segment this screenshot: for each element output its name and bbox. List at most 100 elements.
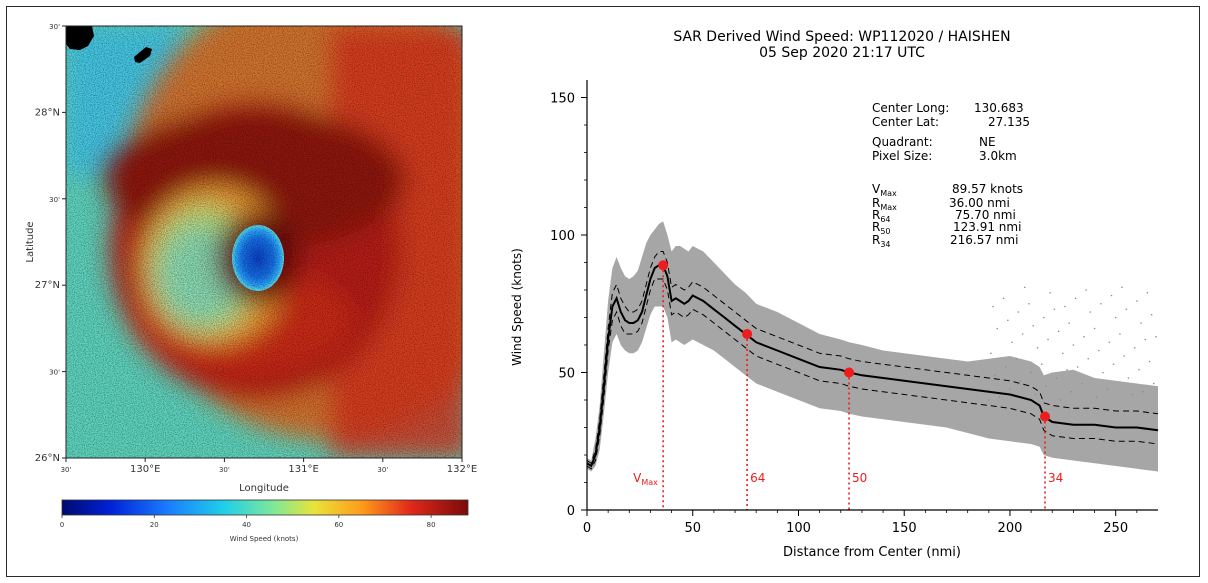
outlier-point <box>988 399 990 401</box>
outlier-point <box>1152 382 1155 385</box>
outlier-point <box>1093 327 1096 330</box>
outlier-point <box>998 396 1001 399</box>
outlier-point <box>1045 385 1047 388</box>
annotation-label: R50 <box>872 220 891 236</box>
annotation-label-text: R <box>872 196 880 210</box>
annotation-value: 123.91 nmi <box>953 220 1021 234</box>
outlier-point <box>1049 291 1051 294</box>
outlier-point <box>1015 357 1018 360</box>
annotation-label-sub: 34 <box>880 240 890 249</box>
outlier-point <box>1019 379 1022 382</box>
annotation-value: 3.0km <box>979 149 1017 163</box>
radius-marker-label-sub: Max <box>641 478 658 487</box>
y-tick-label: 0 <box>567 504 575 519</box>
radius-marker-label: 34 <box>1048 471 1063 485</box>
outlier-point <box>1072 344 1075 346</box>
chart-title: SAR Derived Wind Speed: WP112020 / HAISH… <box>673 29 1010 45</box>
annotation-value: 89.57 knots <box>952 182 1023 196</box>
outlier-point <box>1055 377 1058 379</box>
radius-marker <box>844 367 855 378</box>
outlier-point <box>1089 311 1092 313</box>
radius-marker-label-main: 50 <box>852 471 867 485</box>
annotation-value: 36.00 nmi <box>949 196 1010 210</box>
annotation-label-sub: Max <box>880 189 897 198</box>
outlier-point <box>1106 388 1109 390</box>
outlier-point <box>1074 297 1077 300</box>
outlier-point <box>1148 360 1151 363</box>
outlier-point <box>1131 393 1134 396</box>
map-lon-tick-label: 130°E <box>130 464 160 475</box>
map-lon-tick-label: 131°E <box>288 464 318 475</box>
outlier-point <box>1023 286 1026 289</box>
outlier-point <box>1150 313 1153 316</box>
y-tick-label: 50 <box>558 367 575 382</box>
outlier-point <box>1081 382 1083 385</box>
radius-marker-label-main: V <box>633 471 642 485</box>
wind-spread-band <box>587 221 1158 472</box>
outlier-point <box>1064 305 1066 308</box>
colorbar-tick-label: 20 <box>150 521 159 529</box>
annotation-value: 216.57 nmi <box>950 233 1018 247</box>
colorbar-label: Wind Speed (knots) <box>230 535 299 543</box>
outlier-point <box>1028 302 1030 305</box>
annotation-value: 75.70 nmi <box>955 208 1016 222</box>
map-lon-tick-label: 132°E <box>447 464 477 475</box>
x-axis-label: Distance from Center (nmi) <box>783 545 961 560</box>
outlier-point <box>1053 308 1056 311</box>
radius-markers: VMax 64 50 34 <box>633 260 1063 510</box>
chart-axes: 0 50 100 150 200 250 0 50 100 150 <box>550 80 1158 536</box>
map-axis-ticks: 30' 130°E 30' 131°E 30' 132°E 30' 28°N 30' 27°N 30… <box>35 23 477 475</box>
figure-border <box>6 6 1200 577</box>
island <box>134 47 152 63</box>
outlier-point <box>1136 300 1138 302</box>
outlier-point <box>1142 390 1144 393</box>
std-bound-line <box>586 278 1159 470</box>
radius-marker-label: 64 <box>750 471 765 485</box>
outlier-point <box>1040 363 1043 366</box>
outlier-point <box>1087 357 1090 360</box>
annotation-label: Pixel Size: <box>872 149 932 163</box>
colorbar-tick-label: 80 <box>427 521 436 529</box>
radius-marker <box>658 260 669 271</box>
outlier-point <box>1021 333 1024 335</box>
annotation-label: R64 <box>872 208 891 224</box>
map-lat-tick-label: 30' <box>49 369 60 377</box>
outlier-point <box>1114 316 1117 319</box>
y-tick-label: 100 <box>550 229 575 244</box>
y-axis-label: Wind Speed (knots) <box>510 248 524 366</box>
map-lat-tick-label: 30' <box>49 196 60 204</box>
outlier-point <box>1062 352 1064 355</box>
outlier-point <box>1030 371 1032 374</box>
outlier-point <box>1155 335 1157 338</box>
radius-marker <box>1040 411 1051 422</box>
annotation-label: Center Lat: <box>872 115 939 129</box>
annotation-label-sub: Max <box>880 203 897 212</box>
radius-marker-label: 50 <box>852 471 867 485</box>
outlier-point <box>990 352 992 355</box>
outlier-point <box>1036 346 1039 349</box>
colorbar-tick-label: 60 <box>334 521 343 529</box>
outlier-point <box>1070 390 1073 393</box>
outlier-point <box>1112 363 1115 366</box>
annotation-label: Center Long: <box>872 101 949 115</box>
annotation-label-text: R <box>872 208 880 222</box>
radius-marker <box>742 329 753 339</box>
map-image <box>66 26 462 458</box>
std-bound-line <box>586 251 1159 465</box>
annotation-label-sub: 64 <box>880 215 890 224</box>
x-tick-label: 200 <box>998 521 1023 536</box>
outlier-point <box>996 327 999 330</box>
annotation-label: VMax <box>872 182 897 198</box>
map-lon-tick-label: 30' <box>377 466 388 474</box>
radius-marker-label-main: 34 <box>1048 471 1063 485</box>
x-tick-label: 0 <box>583 521 591 536</box>
map-lat-tick-label: 28°N <box>35 107 60 118</box>
outlier-point <box>1047 338 1049 341</box>
outlier-point <box>1125 308 1128 311</box>
annotation-value: 27.135 <box>988 115 1030 129</box>
outlier-point <box>994 374 996 377</box>
outlier-point <box>1032 324 1035 327</box>
latitude-label: Latitude <box>25 221 36 262</box>
